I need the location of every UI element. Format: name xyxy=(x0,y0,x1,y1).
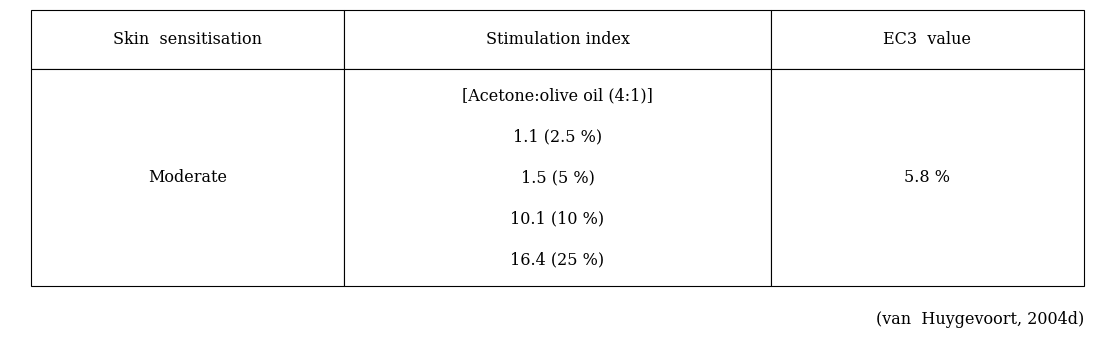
Bar xyxy=(343,69,772,286)
Text: 10.1 (10 %): 10.1 (10 %) xyxy=(511,211,604,227)
Text: 1.5 (5 %): 1.5 (5 %) xyxy=(521,170,594,186)
Text: Moderate: Moderate xyxy=(148,170,227,186)
Text: EC3  value: EC3 value xyxy=(883,31,971,48)
Bar xyxy=(772,69,1084,286)
Text: 16.4 (25 %): 16.4 (25 %) xyxy=(511,251,604,268)
Text: 1.1 (2.5 %): 1.1 (2.5 %) xyxy=(513,128,602,145)
Bar xyxy=(31,10,343,69)
Text: Stimulation index: Stimulation index xyxy=(485,31,630,48)
Text: (van  Huygevoort, 2004d): (van Huygevoort, 2004d) xyxy=(875,311,1084,328)
Bar xyxy=(772,10,1084,69)
Bar xyxy=(343,10,772,69)
Text: Skin  sensitisation: Skin sensitisation xyxy=(113,31,262,48)
Bar xyxy=(31,69,343,286)
Text: 5.8 %: 5.8 % xyxy=(904,170,950,186)
Text: [Acetone:olive oil (4:1)]: [Acetone:olive oil (4:1)] xyxy=(462,87,653,105)
